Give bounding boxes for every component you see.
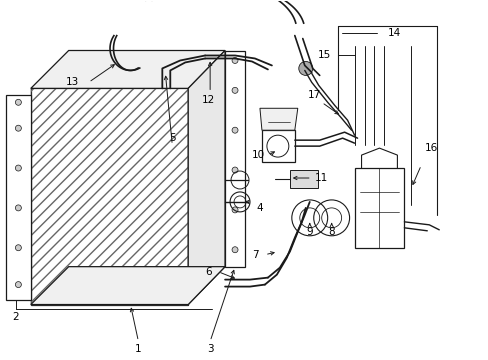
Circle shape (232, 58, 238, 63)
Text: 7: 7 (251, 250, 258, 260)
Text: 2: 2 (13, 312, 19, 323)
Polygon shape (289, 170, 317, 188)
Text: 12: 12 (201, 95, 214, 105)
Text: 16: 16 (424, 143, 437, 153)
Polygon shape (354, 168, 404, 248)
Text: 15: 15 (317, 50, 331, 60)
Circle shape (15, 125, 21, 131)
Text: 5: 5 (169, 133, 175, 143)
Text: 4: 4 (256, 203, 263, 213)
Text: 10: 10 (251, 150, 264, 160)
Circle shape (15, 245, 21, 251)
Circle shape (15, 205, 21, 211)
Polygon shape (262, 130, 294, 162)
Text: 1: 1 (135, 345, 142, 354)
Text: 13: 13 (65, 77, 79, 87)
Text: 3: 3 (206, 345, 213, 354)
Text: 8: 8 (327, 227, 334, 237)
Circle shape (232, 127, 238, 133)
Polygon shape (6, 95, 31, 300)
Text: 6: 6 (204, 267, 211, 276)
Polygon shape (31, 88, 188, 305)
Circle shape (298, 62, 312, 75)
Text: 14: 14 (387, 28, 400, 37)
Text: 9: 9 (306, 227, 312, 237)
Circle shape (232, 87, 238, 93)
Circle shape (15, 99, 21, 105)
Text: 17: 17 (307, 90, 321, 100)
Circle shape (232, 207, 238, 213)
Polygon shape (188, 50, 224, 305)
Polygon shape (31, 267, 224, 305)
Polygon shape (260, 108, 297, 130)
Circle shape (15, 165, 21, 171)
Circle shape (15, 282, 21, 288)
Circle shape (232, 247, 238, 253)
Polygon shape (224, 50, 244, 267)
Text: 11: 11 (314, 173, 327, 183)
Polygon shape (31, 50, 224, 88)
Circle shape (232, 167, 238, 173)
